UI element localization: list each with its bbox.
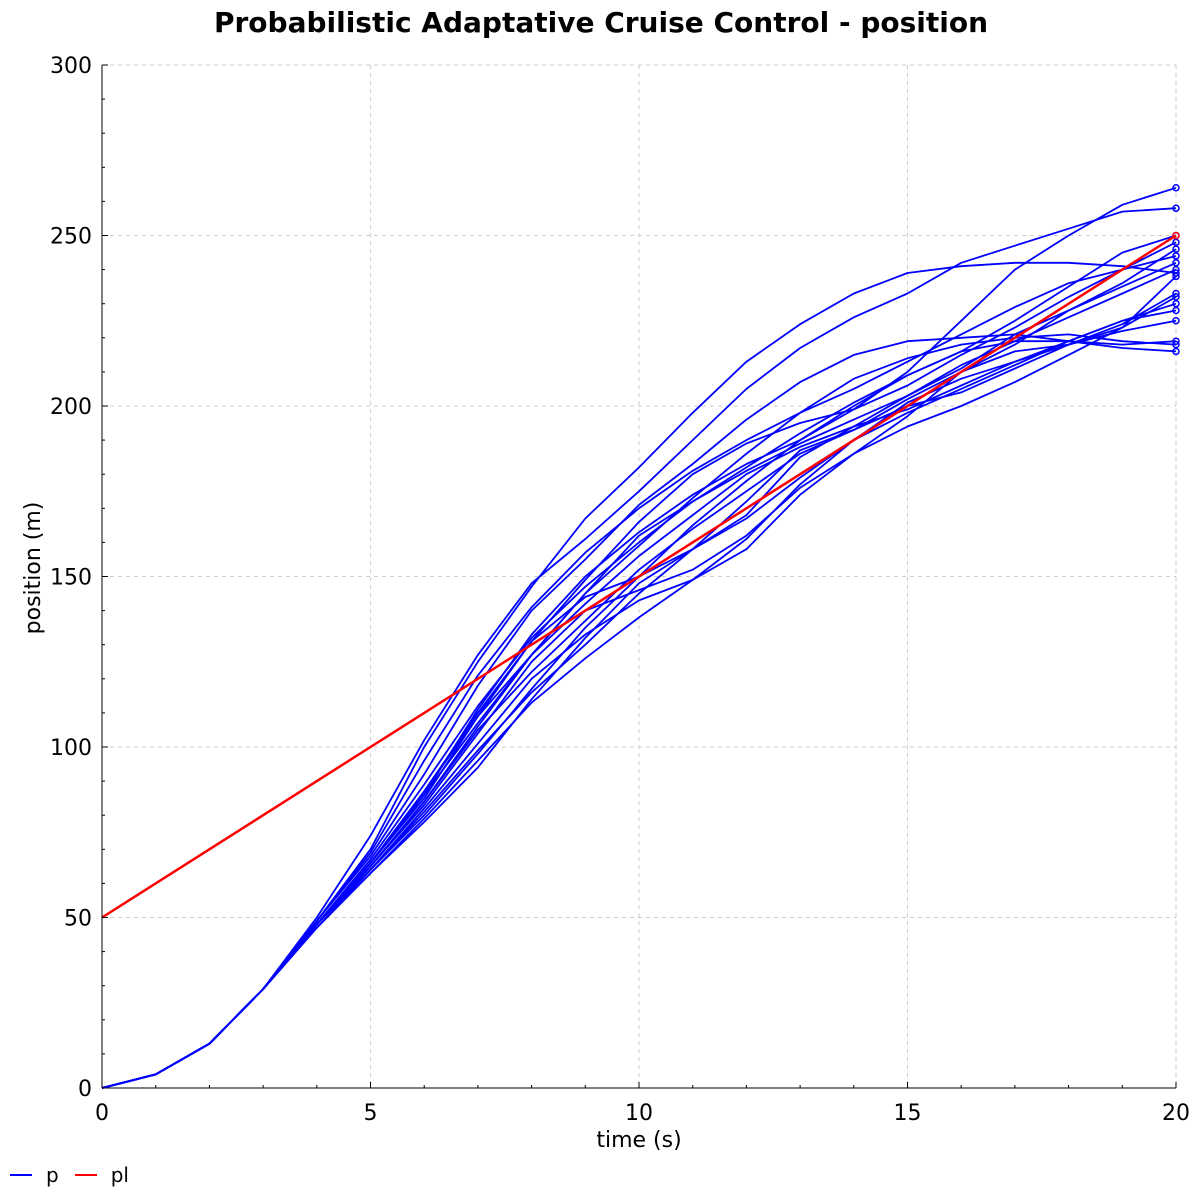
legend-label-p: p	[46, 1163, 59, 1187]
series-end-marker	[1172, 347, 1180, 356]
series-line-p	[101, 268, 1177, 1089]
y-tick-label: 250	[50, 225, 92, 250]
y-tick-label: 100	[50, 736, 92, 761]
series-end-marker	[1172, 306, 1180, 315]
y-tick-label: 150	[50, 566, 92, 591]
x-tick-label: 15	[894, 1101, 922, 1126]
chart-title: Probabilistic Adaptative Cruise Control …	[214, 6, 988, 39]
series-end-marker	[1172, 184, 1180, 192]
y-tick-label: 200	[50, 395, 92, 420]
y-axis-label: position (m)	[21, 502, 46, 635]
series-end-marker	[1172, 238, 1180, 247]
legend-item-p: p	[10, 1163, 59, 1187]
legend-label-pl: pl	[110, 1163, 129, 1187]
series-line-p	[101, 333, 1177, 1089]
legend-swatch-p	[10, 1174, 32, 1176]
x-axis-label: time (s)	[596, 1128, 681, 1153]
y-tick-label: 300	[50, 54, 92, 79]
y-tick-label: 50	[64, 907, 92, 932]
series-end-marker	[1172, 337, 1180, 345]
legend-item-pl: pl	[74, 1163, 129, 1187]
x-tick-label: 5	[364, 1101, 378, 1126]
series-line-p	[101, 333, 1177, 1089]
series-end-marker	[1172, 231, 1180, 240]
series-end-marker	[1172, 317, 1180, 325]
y-tick-label: 0	[78, 1077, 92, 1102]
plot-area	[101, 184, 1180, 1089]
series-end-marker	[1172, 204, 1180, 212]
x-tick-label: 10	[625, 1101, 653, 1126]
x-tick-label: 0	[95, 1101, 109, 1126]
series-end-marker	[1172, 265, 1180, 274]
series-end-marker	[1172, 299, 1180, 308]
legend-swatch-pl	[74, 1174, 97, 1176]
series-end-marker	[1172, 272, 1180, 281]
series-end-marker	[1172, 252, 1180, 260]
series-end-marker	[1172, 245, 1180, 253]
series-end-marker	[1172, 259, 1180, 267]
legend: p pl	[10, 1163, 145, 1187]
x-tick-label: 20	[1162, 1101, 1190, 1126]
series-line-p	[101, 186, 1177, 1089]
series-line-pl	[101, 234, 1177, 919]
series-end-marker	[1172, 289, 1180, 298]
